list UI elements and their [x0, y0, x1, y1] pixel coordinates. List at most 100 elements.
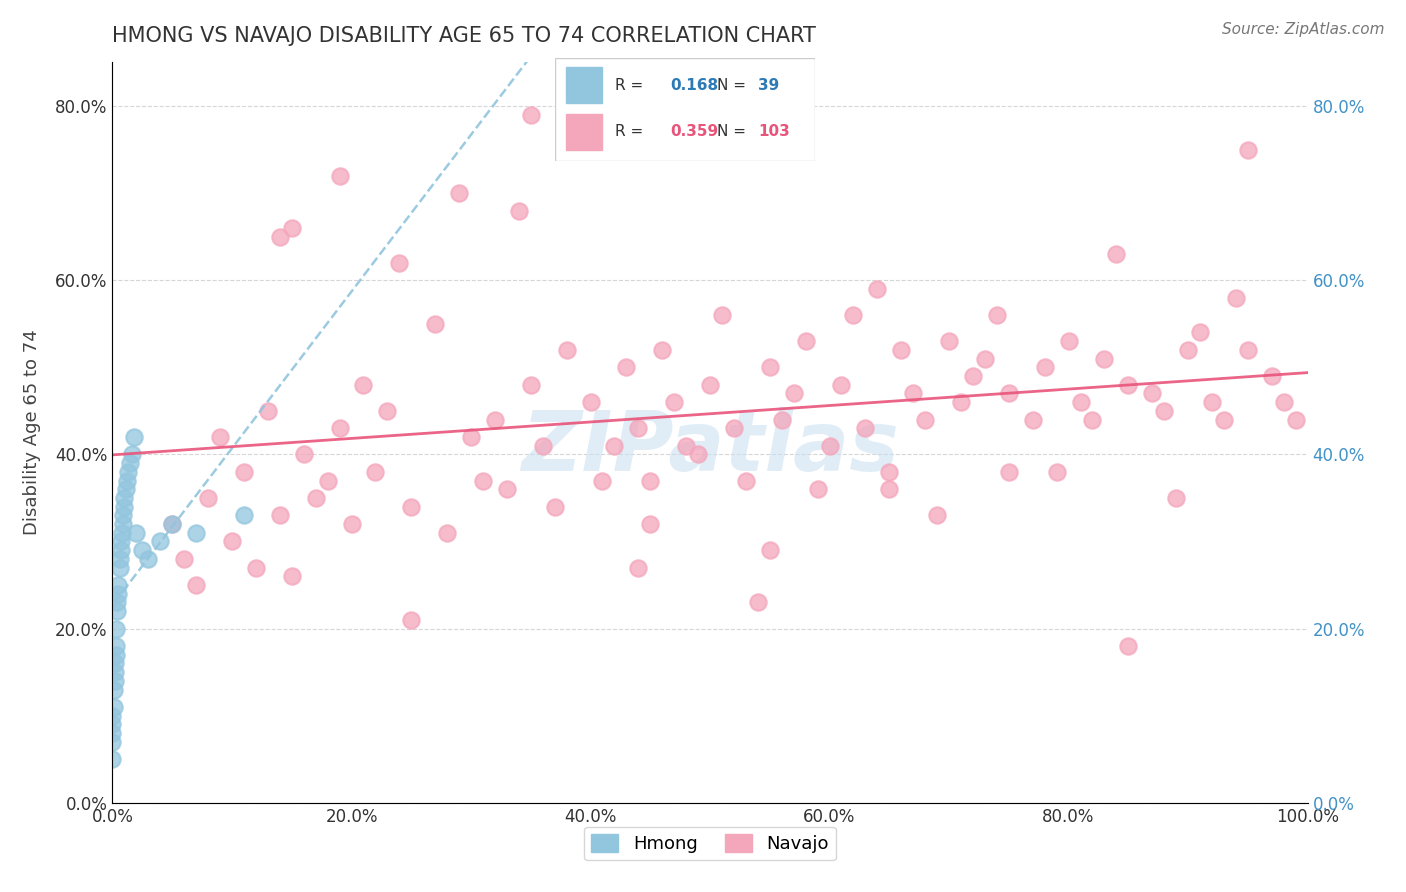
- Point: [101, 735, 124, 749]
- Point: [221, 534, 243, 549]
- Point: [747, 595, 769, 609]
- Point: [186, 525, 208, 540]
- Point: [460, 430, 482, 444]
- Point: [1118, 639, 1140, 653]
- Point: [998, 386, 1021, 401]
- Point: [770, 412, 793, 426]
- Point: [603, 439, 626, 453]
- Point: [105, 595, 128, 609]
- Point: [104, 657, 127, 671]
- Y-axis label: Disability Age 65 to 74: Disability Age 65 to 74: [24, 330, 41, 535]
- Point: [1272, 395, 1295, 409]
- Point: [723, 421, 745, 435]
- Point: [879, 482, 901, 496]
- Point: [110, 534, 132, 549]
- Point: [108, 552, 131, 566]
- Point: [938, 334, 960, 348]
- Point: [759, 543, 782, 558]
- Point: [120, 456, 142, 470]
- Point: [269, 229, 291, 244]
- Text: Source: ZipAtlas.com: Source: ZipAtlas.com: [1222, 22, 1385, 37]
- Point: [364, 465, 387, 479]
- Point: [121, 447, 143, 461]
- FancyBboxPatch shape: [555, 58, 815, 161]
- Point: [281, 569, 304, 583]
- Point: [173, 552, 195, 566]
- Point: [104, 673, 127, 688]
- Legend: Hmong, Navajo: Hmong, Navajo: [583, 827, 837, 861]
- Point: [640, 474, 662, 488]
- Point: [340, 517, 363, 532]
- Point: [640, 517, 662, 532]
- Point: [950, 395, 973, 409]
- Point: [866, 282, 889, 296]
- Point: [447, 186, 470, 200]
- Point: [1201, 395, 1223, 409]
- Point: [352, 377, 374, 392]
- Point: [105, 622, 128, 636]
- Point: [103, 700, 125, 714]
- Point: [138, 552, 160, 566]
- Point: [1237, 143, 1260, 157]
- Point: [1057, 334, 1080, 348]
- Point: [388, 256, 411, 270]
- Point: [107, 578, 129, 592]
- Point: [114, 500, 135, 514]
- Point: [555, 343, 578, 357]
- Point: [101, 726, 124, 740]
- Point: [105, 648, 128, 662]
- Point: [484, 412, 506, 426]
- Point: [112, 517, 135, 532]
- Point: [305, 491, 328, 505]
- Point: [520, 108, 543, 122]
- Point: [664, 395, 686, 409]
- Point: [627, 560, 650, 574]
- Text: 0.168: 0.168: [669, 78, 718, 93]
- Point: [281, 221, 304, 235]
- Point: [269, 508, 291, 523]
- Point: [782, 386, 804, 401]
- Point: [105, 604, 128, 618]
- Point: [107, 587, 129, 601]
- Point: [149, 534, 172, 549]
- Point: [651, 343, 673, 357]
- Point: [197, 491, 219, 505]
- Point: [1225, 291, 1247, 305]
- Point: [1189, 326, 1212, 340]
- Point: [131, 543, 153, 558]
- Point: [616, 360, 638, 375]
- Point: [1261, 369, 1284, 384]
- Point: [1142, 386, 1164, 401]
- Point: [842, 308, 865, 322]
- Point: [592, 474, 614, 488]
- Point: [759, 360, 782, 375]
- Point: [890, 343, 912, 357]
- Text: R =: R =: [616, 124, 644, 139]
- Point: [122, 430, 145, 444]
- Point: [425, 317, 447, 331]
- Point: [111, 525, 134, 540]
- Point: [292, 447, 315, 461]
- Point: [699, 377, 721, 392]
- Point: [1033, 360, 1056, 375]
- Point: [101, 717, 124, 731]
- Point: [233, 508, 256, 523]
- Text: R =: R =: [616, 78, 644, 93]
- Point: [257, 404, 280, 418]
- Point: [496, 482, 519, 496]
- Point: [329, 421, 352, 435]
- Bar: [565, 114, 602, 150]
- Point: [735, 474, 758, 488]
- Point: [1094, 351, 1116, 366]
- Point: [105, 639, 128, 653]
- Bar: [565, 67, 602, 103]
- Point: [1166, 491, 1188, 505]
- Point: [531, 439, 554, 453]
- Point: [125, 525, 148, 540]
- Point: [962, 369, 984, 384]
- Point: [1285, 412, 1308, 426]
- Point: [162, 517, 183, 532]
- Text: N =: N =: [717, 124, 745, 139]
- Point: [914, 412, 936, 426]
- Point: [568, 143, 591, 157]
